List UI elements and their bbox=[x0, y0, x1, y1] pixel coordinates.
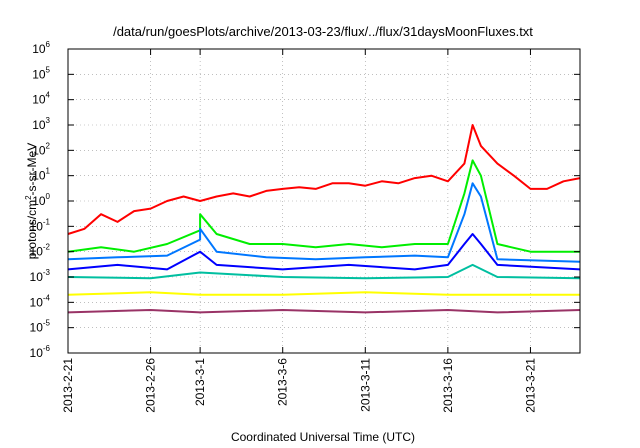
series-line bbox=[67, 263, 581, 280]
y-tick-label: 105 bbox=[32, 65, 50, 81]
y-tick-label-base: 10 bbox=[30, 295, 44, 309]
y-tick-label-exp: 6 bbox=[46, 40, 51, 49]
series-line bbox=[67, 159, 580, 253]
x-tick-label: 2013-2-26 bbox=[144, 358, 158, 413]
y-tick-label: 10-6 bbox=[30, 344, 51, 360]
y-tick-label-base: 10 bbox=[32, 42, 46, 56]
y-tick-label: 100 bbox=[32, 192, 50, 208]
y-tick-label-exp: 0 bbox=[46, 192, 51, 201]
y-tick-label: 10-1 bbox=[30, 217, 51, 233]
y-tick-label-exp: -4 bbox=[43, 293, 51, 302]
x-tick-label: 2013-2-21 bbox=[61, 358, 75, 413]
x-tick-label: 2013-3-16 bbox=[441, 358, 455, 413]
y-tick-label-base: 10 bbox=[32, 143, 46, 157]
axis-ticks: 10-610-510-410-310-210-11001011021031041… bbox=[30, 40, 580, 413]
x-tick-label: 2013-3-6 bbox=[276, 358, 290, 406]
y-tick-label: 104 bbox=[32, 91, 50, 107]
series-line bbox=[67, 309, 581, 314]
x-tick-label: 2013-3-1 bbox=[193, 358, 207, 406]
x-axis-title: Coordinated Universal Time (UTC) bbox=[231, 430, 415, 444]
y-axis-title-sup: 2 bbox=[24, 195, 33, 200]
y-tick-label: 103 bbox=[32, 116, 50, 132]
y-tick-label-exp: 2 bbox=[46, 141, 51, 150]
y-tick-label: 10-3 bbox=[30, 268, 51, 284]
x-tick-label: 2013-3-11 bbox=[358, 358, 372, 412]
y-tick-label-exp: -6 bbox=[43, 344, 51, 353]
y-tick-label-exp: 4 bbox=[46, 91, 51, 100]
chart-title: /data/run/goesPlots/archive/2013-03-23/f… bbox=[113, 24, 533, 39]
y-tick-label: 10-4 bbox=[30, 293, 51, 309]
y-tick-label-base: 10 bbox=[32, 67, 46, 81]
y-tick-label-exp: 3 bbox=[46, 116, 51, 125]
series-line bbox=[67, 233, 581, 271]
y-tick-label-exp: -2 bbox=[43, 243, 51, 252]
y-tick-label-base: 10 bbox=[32, 93, 46, 107]
y-tick-label: 10-2 bbox=[30, 243, 51, 259]
y-axis-title-rest: -s-sr-MeV bbox=[25, 143, 39, 196]
y-tick-label: 106 bbox=[32, 40, 50, 56]
y-tick-label-base: 10 bbox=[30, 346, 44, 360]
y-tick-label-base: 10 bbox=[30, 219, 44, 233]
series-lines bbox=[67, 124, 581, 314]
y-tick-label-base: 10 bbox=[30, 245, 44, 259]
x-tick-label: 2013-3-21 bbox=[523, 358, 537, 413]
y-tick-label-exp: -5 bbox=[43, 319, 51, 328]
y-tick-label-exp: -1 bbox=[43, 217, 51, 226]
y-tick-label: 10-5 bbox=[30, 319, 51, 335]
y-tick-label-base: 10 bbox=[32, 118, 46, 132]
series-line bbox=[67, 182, 581, 263]
y-tick-label-base: 10 bbox=[32, 169, 46, 183]
y-tick-label-base: 10 bbox=[32, 194, 46, 208]
y-axis-title: protons/cm2-s-sr-MeV bbox=[24, 143, 39, 259]
series-line bbox=[67, 291, 580, 296]
y-tick-label: 102 bbox=[32, 141, 50, 157]
y-tick-label-base: 10 bbox=[30, 321, 44, 335]
y-tick-label-exp: 1 bbox=[46, 167, 51, 176]
y-tick-label: 101 bbox=[32, 167, 50, 183]
y-tick-label-exp: 5 bbox=[46, 65, 51, 74]
y-tick-label-exp: -3 bbox=[43, 268, 51, 277]
y-axis-title-base: protons/cm bbox=[25, 200, 39, 259]
series-line bbox=[67, 124, 581, 235]
y-tick-label-base: 10 bbox=[30, 270, 44, 284]
